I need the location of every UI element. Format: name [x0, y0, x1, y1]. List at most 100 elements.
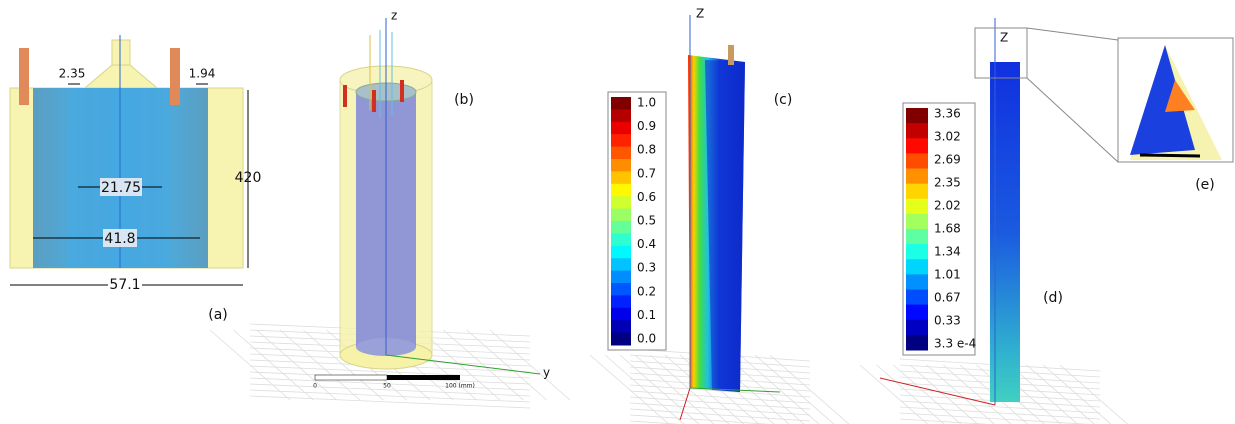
figure: 2.35 1.94 21.75 41.8 420 57.1 (a) z y 0 … [0, 0, 1235, 424]
floor-grid [250, 396, 530, 408]
colorbar-cell [611, 184, 631, 197]
colorbar-cell [906, 229, 928, 245]
colorbar-cell [611, 122, 631, 135]
colorbar-cell [611, 147, 631, 160]
panel-label: (e) [1195, 177, 1215, 193]
colorbar-label: 0.3 [637, 261, 656, 275]
colorbar-cell [906, 123, 928, 139]
colorbar-cell [611, 295, 631, 308]
colorbar-cell [906, 320, 928, 336]
colorbar-cell [906, 335, 928, 351]
colorbar-cell [906, 153, 928, 169]
rod [728, 45, 734, 65]
colorbar-label: 0.5 [637, 214, 656, 228]
colorbar-cell [611, 271, 631, 284]
scale-bar [1140, 155, 1200, 156]
scale-bar [315, 375, 387, 380]
colorbar-label: 3.3 e-4 [934, 337, 976, 351]
floor-grid [467, 330, 547, 400]
colorbar-cell [906, 169, 928, 185]
colorbar-cell [906, 290, 928, 306]
panel-d: Z 3.36 3.02 2.69 2.35 2.02 1.68 1.34 1.01 0.67 0.… [860, 18, 1140, 424]
floor-grid [1043, 365, 1123, 424]
colorbar-label: 0.9 [637, 119, 656, 133]
panel-label: (b) [454, 92, 474, 108]
rod [400, 80, 404, 102]
colorbar-cell [611, 333, 631, 346]
colorbar-cell [611, 233, 631, 246]
panel-label: (c) [774, 92, 793, 108]
scale-bar [387, 375, 460, 380]
colorbar-cell [906, 184, 928, 200]
nozzle [112, 40, 130, 65]
panel-label: (a) [208, 307, 228, 323]
panel-a: 2.35 1.94 21.75 41.8 420 57.1 (a) [10, 35, 272, 323]
colorbar-label: 1.68 [934, 222, 961, 236]
floor-grid [233, 330, 313, 400]
dimension-label: 2.35 [59, 67, 86, 81]
dimension-label: 420 [235, 170, 262, 186]
colorbar-label: 0.67 [934, 291, 961, 305]
dimension-label: 57.1 [109, 277, 140, 293]
colorbar-cell [611, 171, 631, 184]
floor-grid [1060, 365, 1140, 424]
colorbar-cell [611, 308, 631, 321]
colorbar-cell [611, 221, 631, 234]
colorbar-cell [611, 109, 631, 122]
scale-label: 50 [383, 383, 391, 390]
colorbar-label: 2.35 [934, 176, 961, 190]
colorbar-cell [611, 320, 631, 333]
dimension-label: 21.75 [101, 180, 141, 196]
colorbar-cell [906, 259, 928, 275]
colorbar-label: 2.69 [934, 153, 961, 167]
colorbar-label: 0.1 [637, 308, 656, 322]
colorbar-label: 1.01 [934, 268, 961, 282]
colorbar-cell [906, 138, 928, 154]
colorbar-label: 3.02 [934, 130, 961, 144]
floor-grid [605, 355, 685, 424]
colorbar-cell [611, 196, 631, 209]
axis-label: Z [1000, 31, 1008, 45]
panel-c: Z 1.00.90.80.70.60.50.40.30.20.10.0 (c) [590, 7, 850, 424]
colorbar-cell [906, 305, 928, 321]
floor-grid [630, 397, 810, 409]
scale-label: 100 (mm) [445, 383, 475, 390]
rod [343, 85, 347, 107]
colorbar-label: 1.34 [934, 245, 961, 259]
rod [19, 48, 29, 105]
colorbar-cell [906, 108, 928, 124]
colorbar-label: 2.02 [934, 199, 961, 213]
colorbar-cell [611, 246, 631, 259]
floor-grid [210, 330, 290, 400]
colorbar-cell [611, 97, 631, 110]
colorbar-label: 3.36 [934, 107, 961, 121]
floor-grid [860, 365, 940, 424]
colorbar-label: 0.2 [637, 284, 656, 298]
colorbar-cell [906, 199, 928, 215]
contour-face [705, 60, 745, 392]
colorbar-cell [611, 209, 631, 222]
rod [372, 90, 376, 112]
colorbar-cell [906, 274, 928, 290]
colorbar-label: 0.33 [934, 314, 961, 328]
floor-grid [250, 390, 530, 402]
panel-b: z y 0 50 100 (mm) (b) [210, 9, 570, 409]
dimension-label: 41.8 [104, 231, 135, 247]
colorbar-label: 0.8 [637, 143, 656, 157]
zoom-line [1027, 28, 1118, 40]
axis-label: z [391, 9, 397, 23]
colorbar-cell [906, 244, 928, 260]
floor-grid [620, 355, 700, 424]
colorbar-cell [611, 258, 631, 271]
zoom-line [1027, 78, 1118, 162]
floor-grid [257, 330, 337, 400]
cone [85, 65, 157, 88]
dimension-label: 1.94 [189, 67, 216, 81]
colorbar-cell [611, 159, 631, 172]
colorbar-label: 0.6 [637, 190, 656, 204]
scale-label: 0 [313, 383, 317, 390]
colorbar-label: 0.0 [637, 332, 656, 346]
panel-label: (d) [1043, 290, 1063, 306]
floor-grid [590, 355, 670, 424]
floor-grid [630, 409, 810, 421]
